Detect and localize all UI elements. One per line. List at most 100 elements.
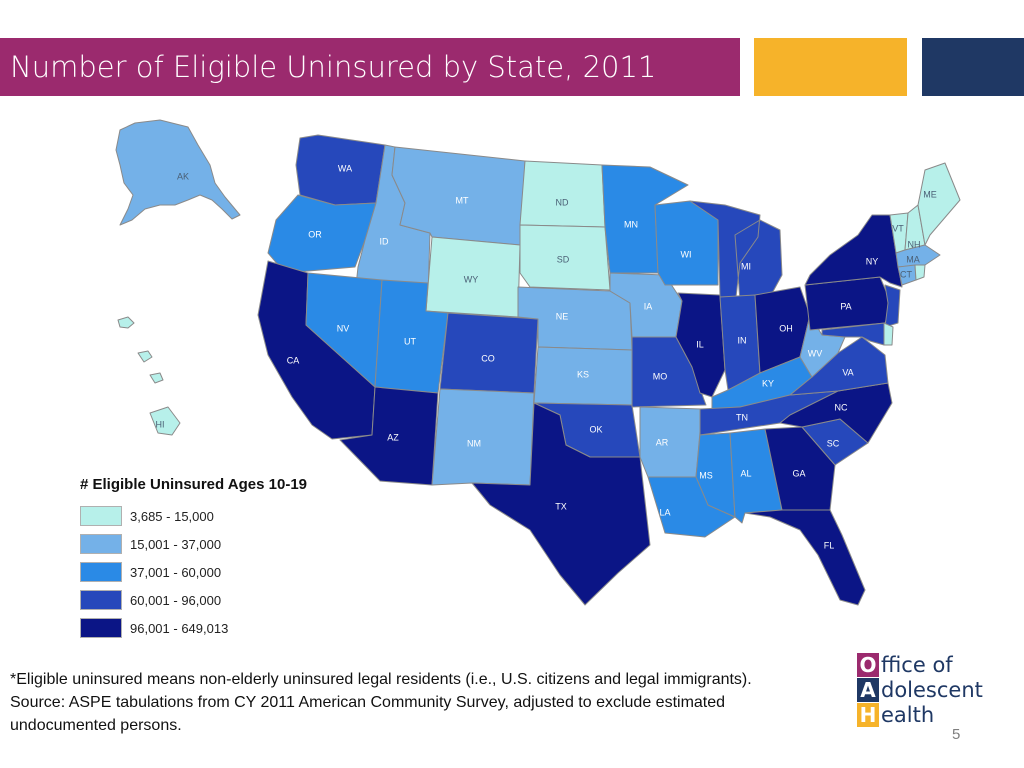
label-MS: MS xyxy=(699,470,713,480)
label-MO: MO xyxy=(653,371,668,381)
label-NY: NY xyxy=(866,256,879,266)
logo-letter: H xyxy=(857,702,879,727)
label-ME: ME xyxy=(923,189,937,199)
legend-title: # Eligible Uninsured Ages 10-19 xyxy=(80,476,308,493)
state-DE xyxy=(883,322,894,346)
state-NJ xyxy=(884,284,901,328)
label-OR: OR xyxy=(308,229,322,239)
label-CO: CO xyxy=(481,353,495,363)
legend-label: 15,001 - 37,000 xyxy=(130,536,222,552)
legend-label: 37,001 - 60,000 xyxy=(130,564,222,580)
state-HI-4 xyxy=(149,406,181,436)
label-TX: TX xyxy=(555,501,567,511)
label-NH: NH xyxy=(908,239,921,249)
label-LA: LA xyxy=(659,507,670,517)
label-MT: MT xyxy=(456,195,469,205)
state-OR xyxy=(267,194,377,274)
legend: # Eligible Uninsured Ages 10-19 3,685 - … xyxy=(80,476,380,642)
oah-logo: O ffice of A dolescent H ealth xyxy=(857,652,997,732)
logo-letter: A xyxy=(857,677,879,702)
legend-swatch xyxy=(80,562,122,582)
label-IN: IN xyxy=(738,335,747,345)
legend-item: 96,001 - 649,013 xyxy=(80,614,380,642)
state-NY xyxy=(804,214,903,288)
logo-word: ealth xyxy=(881,702,935,727)
label-HI: HI xyxy=(156,419,165,429)
footnote-definition: *Eligible uninsured means non-elderly un… xyxy=(10,671,752,688)
label-NC: NC xyxy=(835,402,848,412)
logo-row: A dolescent xyxy=(857,677,997,702)
label-WY: WY xyxy=(464,274,479,284)
accent-block-navy xyxy=(922,38,1024,96)
logo-row: H ealth xyxy=(857,702,997,727)
label-WV: WV xyxy=(808,348,823,358)
state-AK xyxy=(115,119,241,226)
state-GA xyxy=(764,426,836,511)
label-SD: SD xyxy=(557,254,570,264)
label-CT: CT xyxy=(900,269,912,279)
label-MN: MN xyxy=(624,219,638,229)
label-AZ: AZ xyxy=(387,432,399,442)
label-NE: NE xyxy=(556,311,569,321)
label-KS: KS xyxy=(577,369,589,379)
legend-item: 3,685 - 15,000 xyxy=(80,502,380,530)
state-NM xyxy=(431,388,535,486)
label-ID: ID xyxy=(380,236,390,246)
label-GA: GA xyxy=(792,468,805,478)
slide-title: Number of Eligible Uninsured by State, 2… xyxy=(0,38,740,96)
state-AZ xyxy=(339,386,439,486)
label-MA: MA xyxy=(906,254,920,264)
state-HI-3 xyxy=(149,372,164,384)
state-AR xyxy=(639,406,703,478)
label-IA: IA xyxy=(644,301,653,311)
state-TX xyxy=(471,402,651,606)
label-UT: UT xyxy=(404,336,416,346)
page-number: 5 xyxy=(952,726,961,743)
footnote: *Eligible uninsured means non-elderly un… xyxy=(10,668,830,737)
logo-word: ffice of xyxy=(881,652,953,677)
label-OH: OH xyxy=(779,323,793,333)
us-choropleth-map: AK HI WA OR CA ID NV MT WY UT AZ CO NM N… xyxy=(0,105,1024,665)
label-OK: OK xyxy=(589,424,602,434)
state-SD xyxy=(519,224,611,291)
legend-swatch xyxy=(80,590,122,610)
map-svg: AK HI WA OR CA ID NV MT WY UT AZ CO NM N… xyxy=(115,119,961,606)
label-AR: AR xyxy=(656,437,669,447)
state-VA xyxy=(789,336,889,396)
state-ND xyxy=(519,160,606,228)
state-MS xyxy=(695,432,736,518)
label-AK: AK xyxy=(177,171,189,181)
legend-label: 60,001 - 96,000 xyxy=(130,592,222,608)
label-VA: VA xyxy=(842,367,853,377)
legend-item: 60,001 - 96,000 xyxy=(80,586,380,614)
logo-row: O ffice of xyxy=(857,652,997,677)
label-NV: NV xyxy=(337,323,350,333)
state-HI-1 xyxy=(117,316,135,329)
legend-swatch xyxy=(80,618,122,638)
label-FL: FL xyxy=(824,540,835,550)
label-AL: AL xyxy=(740,468,751,478)
label-NM: NM xyxy=(467,438,481,448)
label-VT: VT xyxy=(892,223,904,233)
label-IL: IL xyxy=(696,339,704,349)
label-PA: PA xyxy=(840,301,851,311)
label-TN: TN xyxy=(736,412,748,422)
label-CA: CA xyxy=(287,355,300,365)
state-FL xyxy=(744,509,866,606)
legend-item: 37,001 - 60,000 xyxy=(80,558,380,586)
legend-label: 3,685 - 15,000 xyxy=(130,508,214,524)
logo-word: dolescent xyxy=(881,677,983,702)
label-SC: SC xyxy=(827,438,840,448)
logo-letter: O xyxy=(857,652,879,677)
label-WA: WA xyxy=(338,163,352,173)
legend-item: 15,001 - 37,000 xyxy=(80,530,380,558)
legend-swatch xyxy=(80,534,122,554)
label-WI: WI xyxy=(681,249,692,259)
label-KY: KY xyxy=(762,378,774,388)
state-ME xyxy=(917,162,961,246)
accent-block-yellow xyxy=(754,38,907,96)
label-MI: MI xyxy=(741,261,751,271)
state-RI xyxy=(914,264,926,281)
label-ND: ND xyxy=(556,197,569,207)
legend-swatch xyxy=(80,506,122,526)
